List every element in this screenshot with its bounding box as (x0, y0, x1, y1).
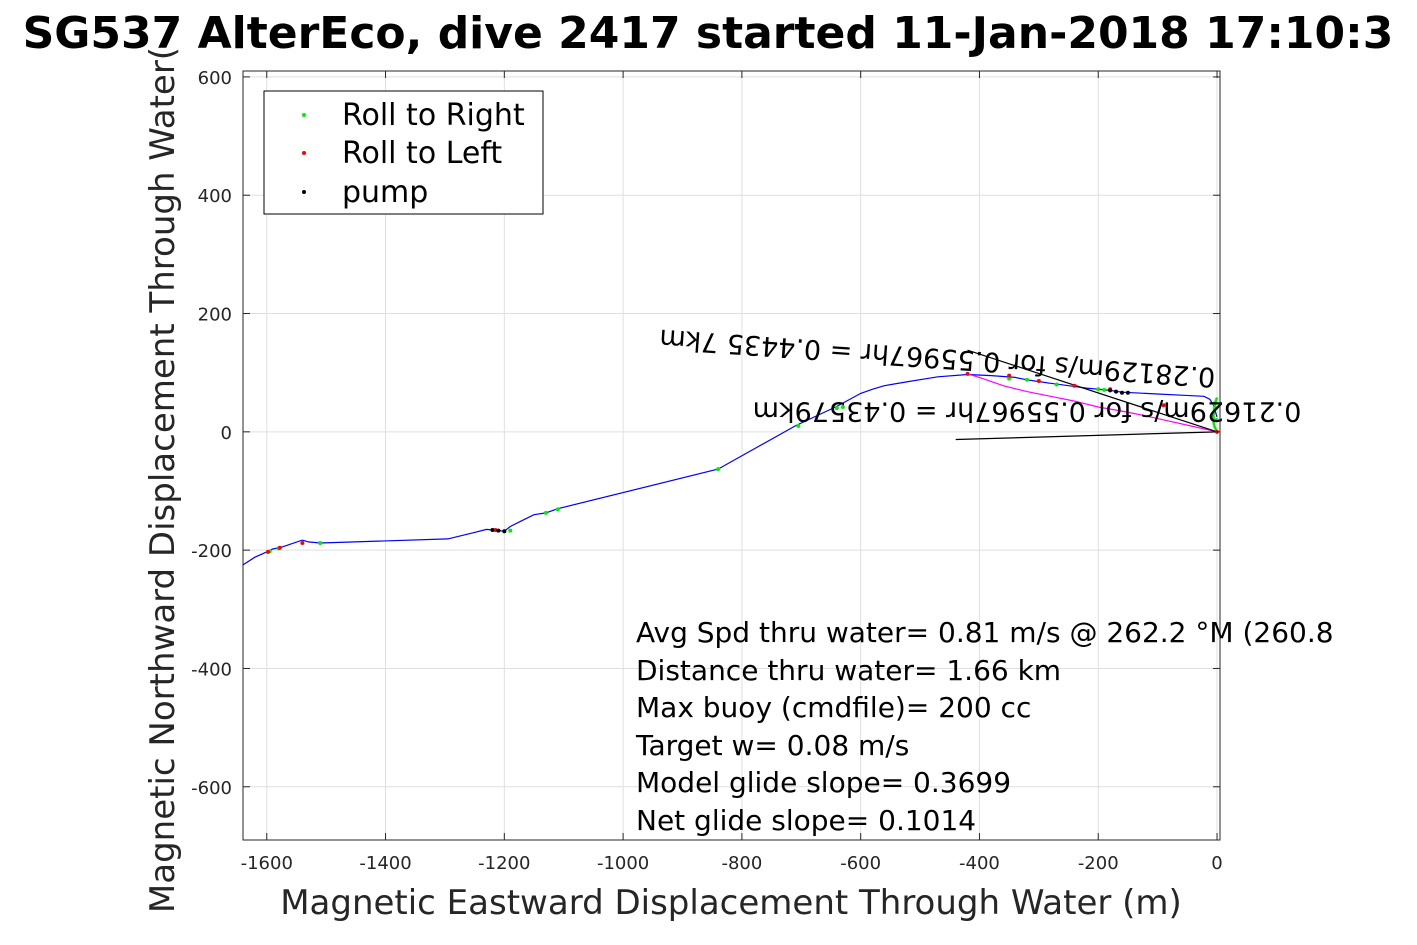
pump-point (1114, 389, 1119, 394)
roll-left-point (1036, 378, 1041, 383)
roll-right-point (318, 541, 323, 546)
x-tick-label: 0 (1211, 853, 1222, 874)
stats-target-w: Target w= 0.08 m/s (635, 729, 909, 762)
stats-model-glide: Model glide slope= 0.3699 (636, 766, 1011, 799)
roll-right-point (1212, 401, 1217, 406)
roll-right-point (1213, 406, 1218, 411)
roll-right-point (1054, 382, 1059, 387)
chart-title: SG537 AlterEco, dive 2417 started 11-Jan… (23, 8, 1394, 59)
legend-marker-roll-right (302, 113, 306, 117)
x-tick-label: -600 (840, 853, 881, 874)
roll-right-point (555, 507, 560, 512)
roll-left-point (300, 541, 305, 546)
roll-right-point (543, 510, 548, 515)
x-tick-label: -1400 (359, 853, 411, 874)
y-tick-label: 600 (198, 68, 232, 89)
return-track-line (967, 373, 1218, 433)
x-tick-label: -400 (959, 853, 1000, 874)
current-vector-line (955, 431, 1218, 441)
markers (265, 371, 1220, 554)
legend-label-roll-left: Roll to Left (342, 136, 502, 171)
current-annotation: 0.21629m/s for 0.55967hr = 0.43579km (753, 395, 1302, 426)
legend-marker-roll-left (302, 151, 306, 155)
x-axis-label: Magnetic Eastward Displacement Through W… (280, 883, 1182, 923)
plot-frame (242, 70, 1221, 841)
roll-left-point (965, 371, 970, 376)
pump-point (490, 528, 495, 533)
pump-point (496, 528, 501, 533)
stats-net-glide: Net glide slope= 0.1014 (636, 804, 976, 837)
y-tick-label: 400 (198, 186, 232, 207)
stats-distance: Distance thru water= 1.66 km (636, 654, 1061, 687)
roll-left-point (265, 549, 270, 554)
ticks: -1600 -1400 -1200 -1000 -800 -600 -400 -200 0 600… (191, 68, 1223, 874)
legend-box (263, 90, 544, 215)
roll-left-point (1072, 383, 1077, 388)
y-tick-label: 200 (198, 305, 232, 326)
roll-right-point (834, 406, 839, 411)
current-vector-line (967, 349, 1218, 433)
roll-left-point (1161, 403, 1166, 408)
y-tick-label: -600 (191, 778, 232, 799)
pump-point (1125, 390, 1130, 395)
roll-right-point (1007, 376, 1012, 381)
roll-right-point (1214, 418, 1219, 423)
roll-right-point (1024, 377, 1029, 382)
legend-label-pump: pump (342, 175, 428, 210)
y-tick-label: -200 (191, 541, 232, 562)
stats-max-buoy: Max buoy (cmdfile)= 200 cc (636, 691, 1031, 724)
roll-right-point (1096, 387, 1101, 392)
roll-right-point (1102, 387, 1107, 392)
legend: Roll to Right Roll to Left pump (263, 90, 544, 215)
roll-left-point (1007, 373, 1012, 378)
legend-marker-pump (302, 190, 306, 194)
pump-point (1108, 388, 1113, 393)
x-tick-label: -800 (721, 853, 762, 874)
y-tick-label: 0 (221, 423, 232, 444)
legend-label-roll-right: Roll to Right (342, 98, 525, 133)
stats-block: Avg Spd thru water= 0.81 m/s @ 262.2 °M … (635, 616, 1334, 837)
roll-right-point (840, 404, 845, 409)
x-tick-label: -200 (1078, 853, 1119, 874)
y-tick-label: -400 (191, 659, 232, 680)
roll-left-point (493, 528, 498, 533)
roll-left-point (277, 545, 282, 550)
y-axis-label: Magnetic Northward Displacement Through … (143, 47, 183, 913)
roll-right-point (716, 467, 721, 472)
pump-point (1120, 390, 1125, 395)
roll-right-point (796, 423, 801, 428)
x-tick-label: -1000 (597, 853, 649, 874)
stats-avg-speed: Avg Spd thru water= 0.81 m/s @ 262.2 °M … (636, 616, 1334, 649)
roll-right-point (508, 528, 513, 533)
x-tick-label: -1600 (241, 853, 293, 874)
pump-point (502, 529, 507, 534)
x-tick-label: -1200 (478, 853, 530, 874)
